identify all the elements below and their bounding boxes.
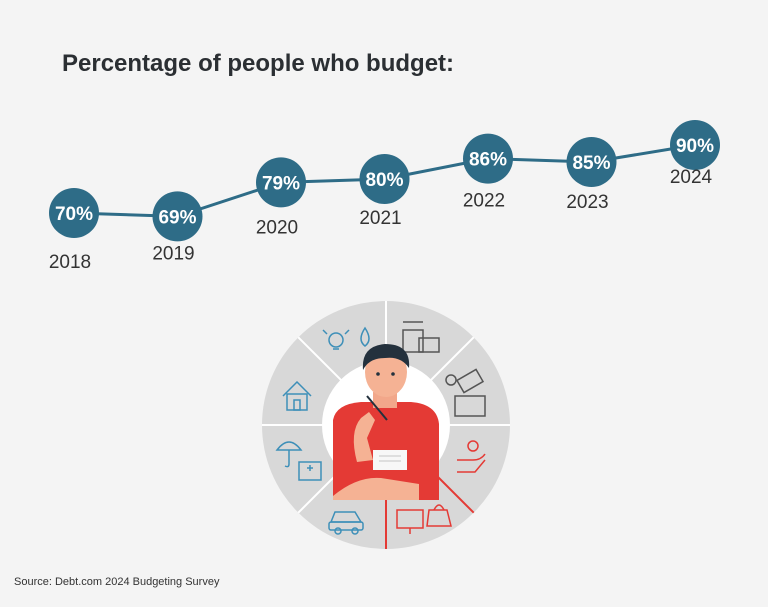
furniture-icon [402, 321, 440, 353]
house-icon [282, 380, 312, 411]
year-label-2022: 2022 [463, 191, 505, 212]
year-label-2021: 2021 [359, 208, 401, 229]
giving-hand-icon [457, 440, 486, 473]
source-note: Source: Debt.com 2024 Budgeting Survey [14, 576, 220, 588]
car-icon [328, 511, 364, 535]
money-icon [445, 368, 486, 417]
data-point-2022 [463, 133, 513, 184]
year-label-2023: 2023 [566, 192, 608, 213]
data-label-2020: 79% [262, 173, 300, 194]
budget-illustration [262, 301, 510, 549]
year-label-2019: 2019 [152, 243, 194, 264]
line-chart: 70% 2018 69% 2019 79% 2020 80% 2021 86% 2022 85% 20… [49, 120, 720, 273]
data-label-2022: 86% [469, 150, 507, 171]
year-label-2024: 2024 [670, 167, 713, 188]
umbrella-icon [275, 441, 303, 468]
person-figure [333, 344, 439, 500]
data-point-2019 [152, 191, 203, 242]
hospital-icon [298, 461, 322, 481]
water-drop-icon [360, 326, 370, 347]
year-label-2020: 2020 [256, 217, 298, 238]
data-point-2020 [256, 157, 306, 208]
monitor-icon [396, 509, 424, 534]
data-label-2021: 80% [365, 170, 403, 191]
chart-title: Percentage of people who budget: [62, 50, 455, 77]
data-label-2023: 85% [572, 153, 610, 174]
chart-marks: 70% 2018 69% 2019 79% 2020 80% 2021 86% 2022 85% 20… [49, 120, 720, 273]
data-point-2024 [670, 120, 720, 170]
data-label-2018: 70% [55, 204, 93, 225]
shopping-bag-icon [426, 504, 452, 527]
year-label-2018: 2018 [49, 252, 91, 273]
data-point-2023 [566, 137, 617, 187]
lightbulb-icon [322, 329, 350, 350]
data-label-2024: 90% [676, 136, 714, 157]
data-point-2021 [359, 154, 410, 204]
data-label-2019: 69% [158, 207, 196, 228]
data-point-2018 [49, 188, 99, 238]
